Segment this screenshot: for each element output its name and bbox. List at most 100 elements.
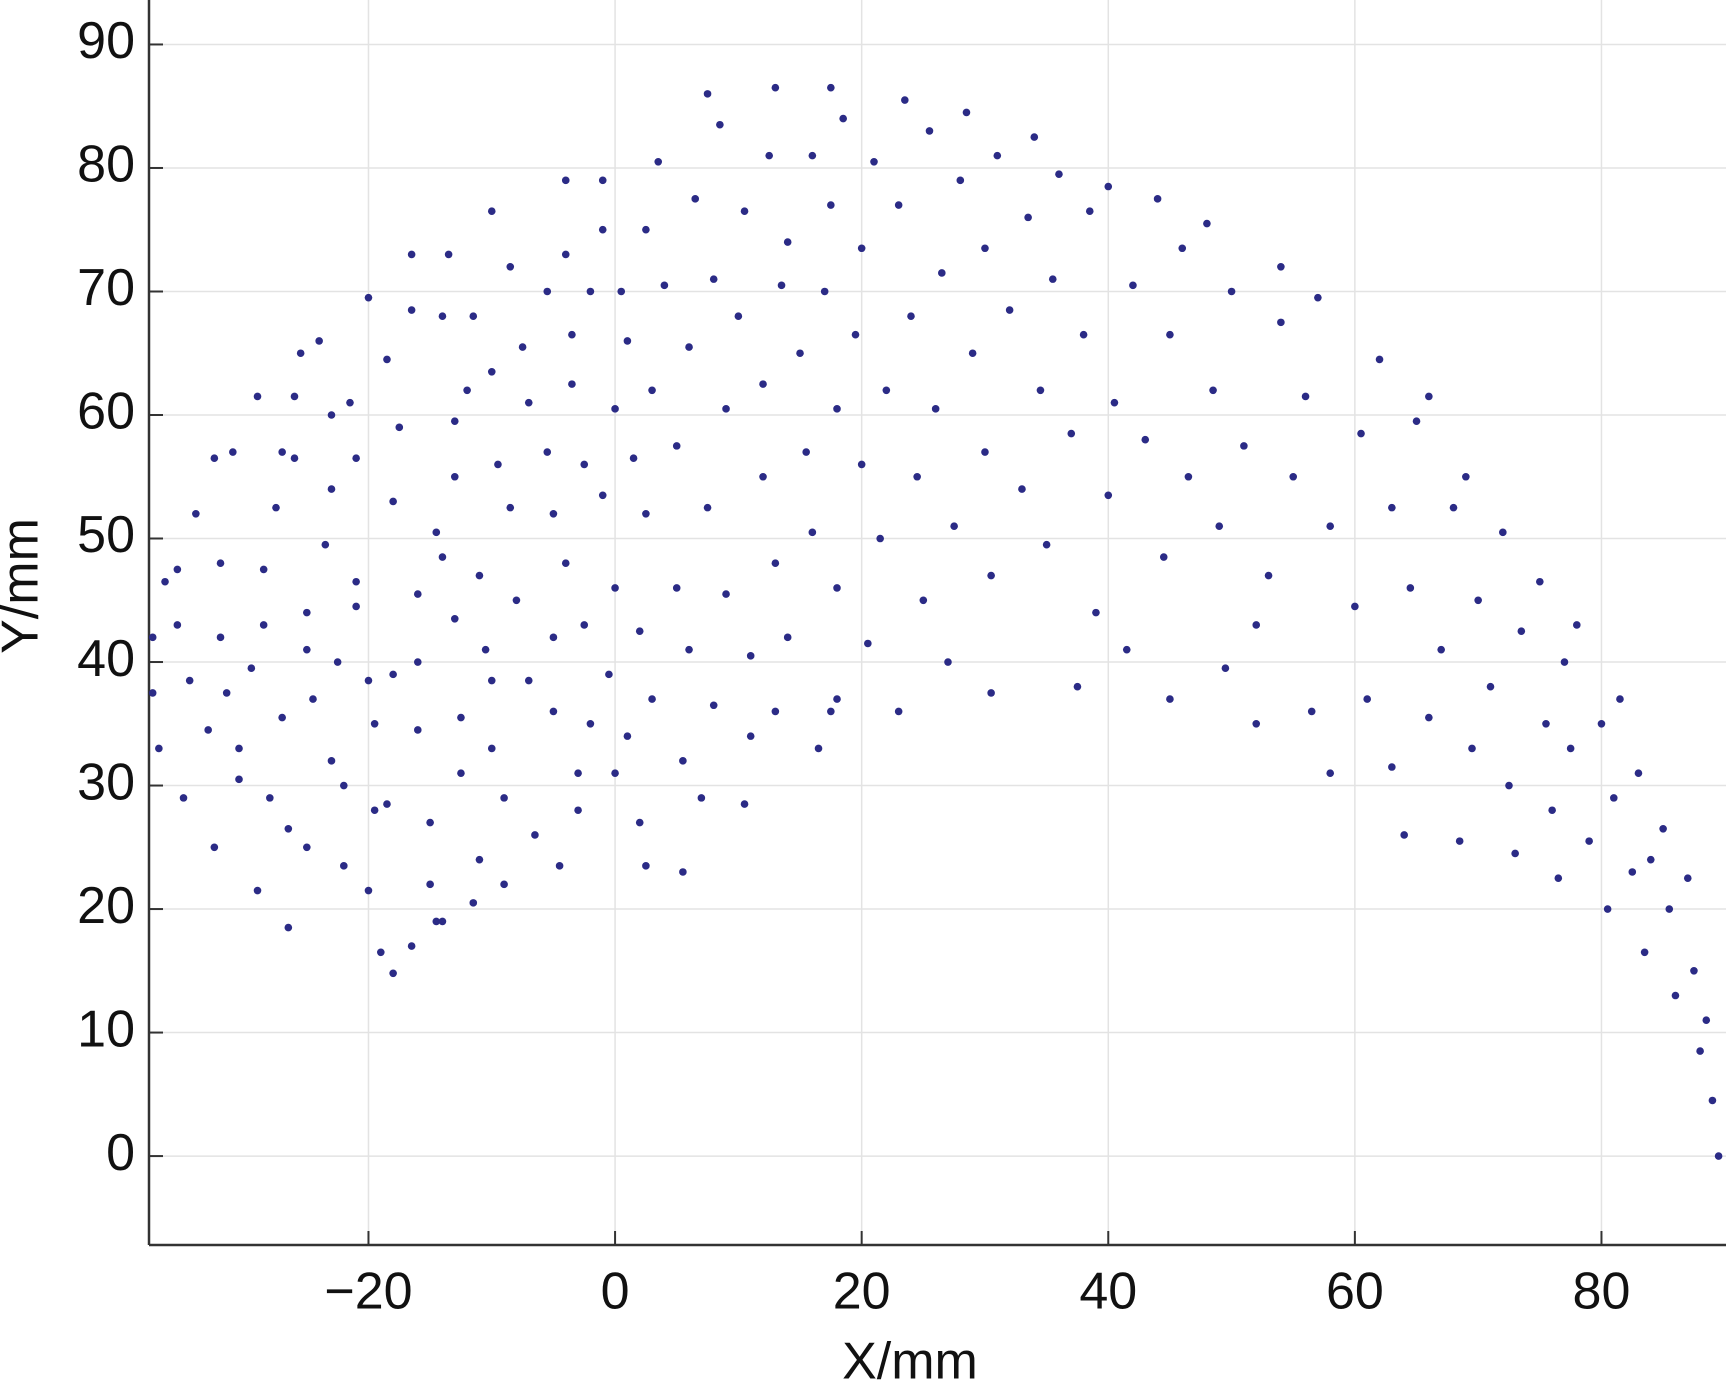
point <box>352 602 360 611</box>
point <box>759 380 767 388</box>
point <box>216 559 225 568</box>
x-tick-label: 0 <box>601 1263 630 1321</box>
point <box>1209 386 1217 395</box>
point <box>1289 472 1298 481</box>
point <box>808 151 817 160</box>
point <box>1455 837 1464 845</box>
point <box>1301 392 1310 401</box>
point <box>247 664 256 672</box>
point <box>438 553 447 561</box>
point <box>851 330 860 339</box>
point <box>148 633 157 642</box>
point <box>543 287 552 296</box>
point <box>623 732 632 740</box>
point <box>1036 386 1045 395</box>
point <box>771 83 780 92</box>
point <box>987 689 995 697</box>
point <box>340 862 348 870</box>
point <box>450 614 459 623</box>
point <box>506 262 515 271</box>
x-axis-label: X/mm <box>842 1333 978 1381</box>
point <box>1542 719 1550 728</box>
point <box>426 880 434 889</box>
point <box>512 596 521 605</box>
point <box>1215 522 1224 530</box>
point <box>543 448 552 456</box>
point <box>1079 330 1088 339</box>
point <box>586 719 595 728</box>
point <box>1671 991 1680 1000</box>
point <box>204 726 212 734</box>
point <box>1104 182 1113 191</box>
point <box>173 565 182 574</box>
point <box>500 880 508 889</box>
point <box>327 757 336 765</box>
point <box>1474 596 1482 605</box>
point <box>1030 133 1039 141</box>
point <box>642 510 650 518</box>
point <box>377 948 385 957</box>
point <box>827 83 835 92</box>
point <box>364 886 373 895</box>
point <box>1141 435 1150 444</box>
point <box>284 923 293 932</box>
point <box>475 571 484 580</box>
x-tick-label: 80 <box>1573 1263 1631 1321</box>
point <box>1462 472 1470 481</box>
point <box>1326 522 1335 530</box>
point <box>1277 318 1285 327</box>
point <box>1696 1047 1704 1055</box>
point <box>487 207 496 216</box>
point <box>450 472 459 481</box>
point <box>303 843 311 852</box>
point <box>568 380 576 388</box>
y-tick-label: 40 <box>77 630 135 688</box>
y-tick-label: 60 <box>77 383 135 441</box>
point <box>1252 719 1261 728</box>
point <box>1548 806 1556 815</box>
point <box>1406 584 1415 592</box>
point <box>802 448 810 456</box>
point <box>364 293 373 302</box>
point <box>962 108 971 117</box>
point <box>746 732 755 740</box>
point <box>1104 491 1113 500</box>
point <box>1388 763 1396 771</box>
point <box>703 90 712 98</box>
point <box>438 312 447 320</box>
point <box>820 287 829 296</box>
point <box>1166 330 1174 339</box>
point <box>1388 503 1396 512</box>
point <box>463 386 471 395</box>
point <box>839 114 847 123</box>
point <box>586 287 595 296</box>
point <box>716 120 724 129</box>
point <box>235 744 243 753</box>
point <box>364 676 373 685</box>
point <box>432 917 441 926</box>
point <box>500 794 508 802</box>
point <box>1499 528 1507 537</box>
point <box>1468 744 1476 753</box>
point <box>259 565 268 574</box>
point <box>956 176 965 185</box>
point <box>635 818 644 827</box>
point <box>407 306 416 314</box>
point <box>1252 621 1261 629</box>
point <box>629 454 638 463</box>
point <box>1067 429 1076 438</box>
point <box>506 503 515 512</box>
point <box>155 744 163 753</box>
point <box>827 707 835 716</box>
point <box>352 454 360 463</box>
point <box>574 806 582 815</box>
point <box>981 448 989 456</box>
point <box>598 176 607 185</box>
point <box>876 534 884 543</box>
point <box>524 398 533 407</box>
point <box>709 275 718 283</box>
y-tick-label: 70 <box>77 259 135 317</box>
point <box>346 398 354 407</box>
